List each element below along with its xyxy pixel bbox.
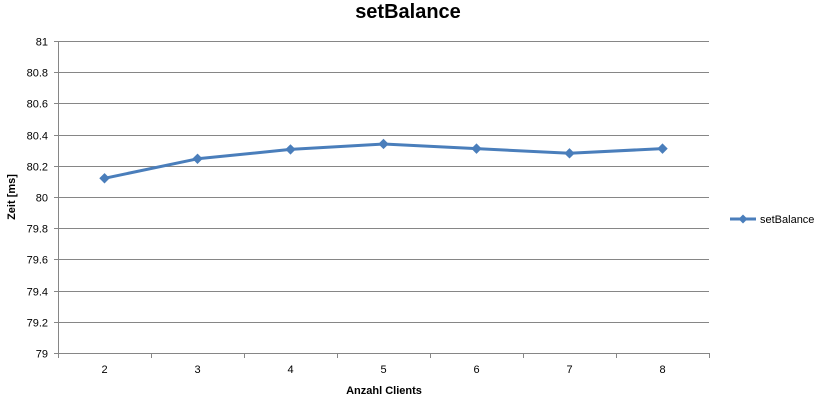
x-tick-label: 4 xyxy=(287,364,293,376)
data-point xyxy=(378,138,389,150)
x-axis-label: Anzahl Clients xyxy=(346,385,422,397)
x-tick-labels: 2 3 4 5 6 7 8 xyxy=(101,364,665,376)
legend: setBalance xyxy=(730,214,814,226)
data-point xyxy=(564,148,575,159)
legend-label: setBalance xyxy=(760,214,814,226)
data-point xyxy=(471,143,482,154)
gridlines xyxy=(58,41,709,323)
chart-title: setBalance xyxy=(355,1,461,23)
series xyxy=(99,138,668,184)
x-tick-label: 8 xyxy=(659,364,665,376)
x-tick-label: 2 xyxy=(101,364,107,376)
data-point xyxy=(285,144,296,155)
x-tick-label: 6 xyxy=(473,364,479,376)
y-tick-label: 80 xyxy=(36,193,48,205)
y-tick-label: 79.8 xyxy=(27,224,48,236)
data-point xyxy=(192,153,203,164)
y-tick-label: 79.6 xyxy=(27,255,48,267)
x-tick-label: 5 xyxy=(380,364,386,376)
y-tick-label: 81 xyxy=(36,37,48,49)
x-tick-label: 3 xyxy=(194,364,200,376)
axes xyxy=(54,41,710,358)
x-tick-label: 7 xyxy=(566,364,572,376)
y-tick-label: 79 xyxy=(36,349,48,361)
y-axis-label: Zeit [ms] xyxy=(6,174,18,220)
y-tick-label: 80.2 xyxy=(27,162,48,174)
y-tick-label: 79.2 xyxy=(27,318,48,330)
data-point xyxy=(657,143,668,154)
legend-marker xyxy=(738,214,748,224)
y-tick-labels: 79 79.2 79.4 79.6 79.8 80 80.2 80.4 80.6 80.8 81 xyxy=(27,37,48,361)
y-tick-label: 80.4 xyxy=(27,131,48,143)
data-point xyxy=(99,173,110,184)
y-tick-label: 79.4 xyxy=(27,287,48,299)
y-tick-label: 80.8 xyxy=(27,68,48,80)
y-tick-label: 80.6 xyxy=(27,99,48,111)
